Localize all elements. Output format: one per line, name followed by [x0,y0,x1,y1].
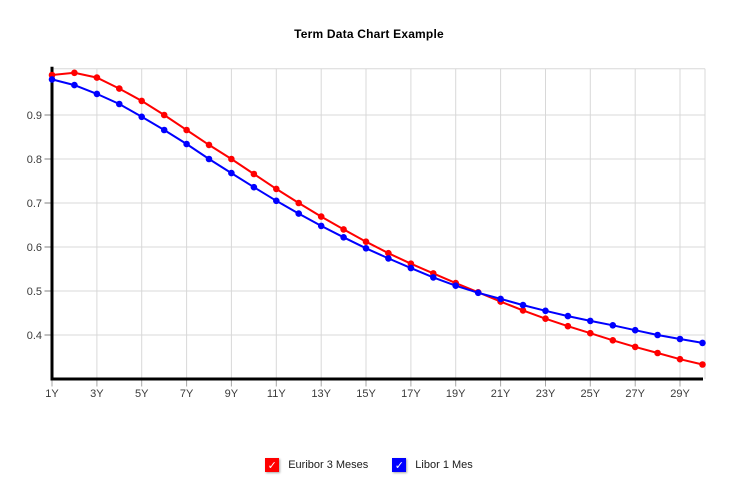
series-libor-1-mes [48,76,706,347]
data-point [48,76,56,83]
legend-checkbox-libor-1-mes[interactable]: ✓ [392,458,407,472]
y-axis-labels: 0.4 0.5 0.6 0.7 0.8 0.9 [27,110,42,342]
data-point [474,289,482,297]
axis-ticks [44,114,681,387]
data-point [631,343,639,351]
data-point [160,126,168,134]
x-tick-label: 29Y [670,388,690,400]
data-point [519,301,527,309]
data-point [564,312,572,320]
y-tick-label: 0.8 [27,154,42,166]
data-point [609,322,617,329]
data-point [542,315,549,323]
data-point [430,274,437,281]
check-icon: ✓ [267,459,277,472]
data-point [228,169,235,177]
legend-checkbox-euribor-3-meses[interactable]: ✓ [265,458,280,472]
data-point [654,331,661,339]
x-tick-label: 21Y [491,388,511,400]
data-point [587,317,594,325]
axes [50,66,703,381]
x-tick-label: 13Y [311,388,331,400]
x-tick-label: 11Y [267,388,286,400]
data-point [228,155,235,163]
data-point [362,238,370,245]
data-point [452,282,460,290]
data-point [295,210,303,217]
data-point [138,97,145,105]
legend-item-libor-1-mes[interactable]: ✓ Libor 1 Mes [392,458,473,472]
chart-canvas: 0.4 0.5 0.6 0.7 0.8 0.9 1Y 3Y 5Y 7Y 9Y 11Y 13Y 15Y 17Y… [27,66,706,400]
legend-item-euribor-3-meses[interactable]: ✓ Euribor 3 Meses [265,458,368,472]
x-axis-labels: 1Y 3Y 5Y 7Y 9Y 11Y 13Y 15Y 17Y 19Y 21Y 23Y 25Y 27Y 29Y [45,388,690,400]
data-point [160,111,168,119]
data-point [71,81,78,89]
data-point [631,326,639,334]
y-tick-label: 0.6 [27,242,42,254]
data-point [205,155,213,163]
x-tick-label: 15Y [356,388,376,400]
data-point [183,126,190,134]
data-point [93,90,101,98]
data-point [609,337,617,344]
data-point [497,295,504,303]
data-point [317,213,325,220]
data-point [273,185,280,193]
data-point [273,197,280,205]
y-tick-label: 0.4 [27,330,42,342]
data-point [542,307,549,315]
data-point [385,249,392,257]
data-point [183,140,190,148]
data-point [407,264,415,272]
data-point [116,85,123,92]
data-point [564,322,572,330]
data-point [676,355,684,363]
x-tick-label: 27Y [625,388,645,400]
data-point [138,113,145,121]
x-tick-label: 9Y [225,388,239,400]
data-point [699,361,706,368]
legend: ✓ Euribor 3 Meses ✓ Libor 1 Mes [0,458,738,472]
data-point [295,199,303,207]
x-tick-label: 5Y [135,388,149,400]
data-point [93,74,101,81]
data-point [699,339,706,347]
data-point [519,307,527,314]
x-tick-label: 25Y [581,388,601,400]
x-tick-label: 17Y [401,388,421,400]
data-point [250,170,258,178]
data-point [340,234,347,241]
y-tick-label: 0.7 [27,198,42,210]
y-tick-label: 0.5 [27,286,42,298]
data-point [385,255,392,262]
data-point [340,226,347,233]
x-tick-label: 19Y [446,388,466,400]
check-icon: ✓ [394,459,404,472]
legend-label-euribor-3-meses: Euribor 3 Meses [288,459,369,471]
legend-label-libor-1-mes: Libor 1 Mes [415,459,473,471]
data-point [654,349,661,357]
y-tick-label: 0.9 [27,110,42,122]
x-tick-label: 23Y [536,388,556,400]
data-point [116,100,123,108]
data-point [71,69,78,77]
series-line-libor-1-mes [51,78,703,344]
chart-title: Term Data Chart Example [294,27,444,41]
data-point [676,335,684,343]
data-point [362,245,370,252]
data-point [317,222,325,230]
x-tick-label: 1Y [45,388,59,400]
x-tick-label: 7Y [180,388,194,400]
x-tick-label: 3Y [90,388,104,400]
data-point [250,183,258,191]
data-point [205,141,213,149]
data-point [587,329,594,337]
series-euribor-3-meses [48,69,706,368]
gridlines [52,68,706,379]
series-line-euribor-3-meses [51,71,703,366]
